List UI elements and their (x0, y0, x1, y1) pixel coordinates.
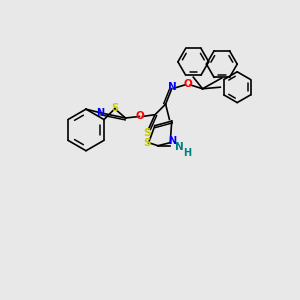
Text: H: H (183, 148, 191, 158)
Text: N: N (97, 108, 105, 118)
Text: O: O (136, 112, 145, 122)
Text: N: N (175, 142, 184, 152)
Text: S: S (111, 103, 118, 113)
Text: N: N (168, 136, 176, 146)
Text: S: S (143, 138, 151, 148)
Text: N: N (168, 82, 177, 92)
Text: O: O (184, 79, 192, 89)
Text: S: S (143, 128, 151, 138)
